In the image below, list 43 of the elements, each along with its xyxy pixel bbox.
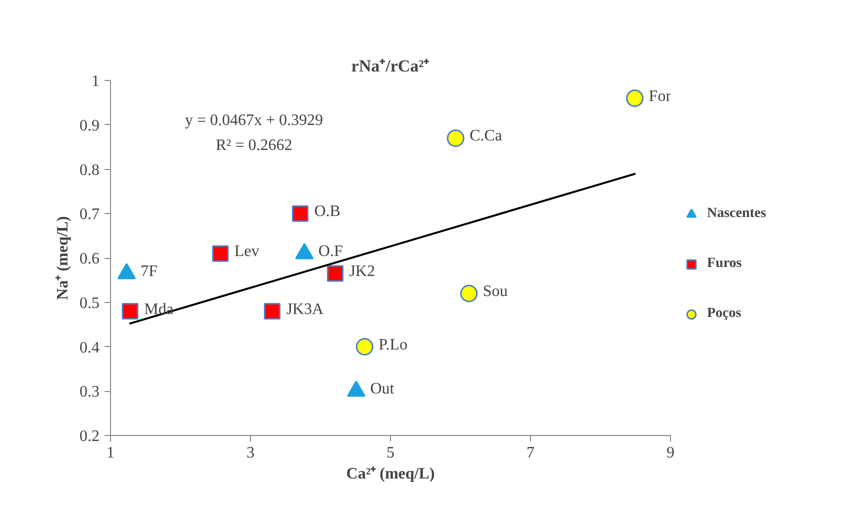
annotation: O.B: [314, 203, 340, 220]
annotation: Lev: [234, 243, 260, 260]
point: [446, 129, 464, 147]
point: [356, 338, 374, 356]
x-tick-label: 1: [106, 444, 114, 462]
legend-label: Furos: [707, 256, 742, 272]
annotation: JK2: [349, 263, 375, 280]
y-tick-label: 0.5: [80, 294, 100, 312]
annotation: Sou: [482, 283, 508, 300]
annotation: Out: [370, 380, 395, 398]
point: [264, 303, 280, 320]
y-tick-label: 0.9: [80, 117, 100, 134]
y-tick-label: 0.8: [80, 162, 100, 179]
point: [292, 205, 308, 222]
y-axis-title: Na⁺ (meq/L): [54, 216, 72, 300]
annotation: For: [648, 88, 672, 105]
annotation: JK3A: [286, 300, 324, 318]
annotation: 7F: [140, 263, 158, 280]
y-tick-label: 0.7: [80, 206, 100, 224]
y-tick-label: 0.6: [80, 250, 100, 268]
annotation: C.Ca: [470, 128, 502, 145]
annotation: y = 0.0467x + 0.3929: [184, 112, 324, 129]
y-tick-label: 0.4: [80, 339, 100, 356]
annotation: Mda: [144, 300, 174, 318]
point: [212, 245, 229, 262]
x-tick-label: 7: [526, 444, 534, 462]
x-tick-label: 5: [386, 444, 394, 462]
y-tick-label: 1: [92, 73, 100, 90]
point: [326, 265, 344, 282]
x-tick-label: 9: [666, 444, 674, 462]
x-tick-label: 3: [246, 444, 254, 462]
x-axis-title: Ca²⁺ (meq/L): [346, 466, 435, 482]
annotation: O.F: [318, 243, 343, 260]
y-tick-label: 0.3: [80, 384, 100, 401]
chart-title: rNa⁺/rCa²⁺: [351, 56, 430, 76]
point: [626, 90, 644, 107]
point: [122, 303, 138, 320]
annotation: R² = 0.2662: [216, 136, 292, 154]
legend-label: Nascentes: [707, 206, 766, 222]
legend-label: Poços: [707, 306, 742, 322]
annotation: P.Lo: [378, 336, 408, 354]
y-tick-label: 0.2: [80, 428, 100, 445]
point: [460, 284, 478, 302]
